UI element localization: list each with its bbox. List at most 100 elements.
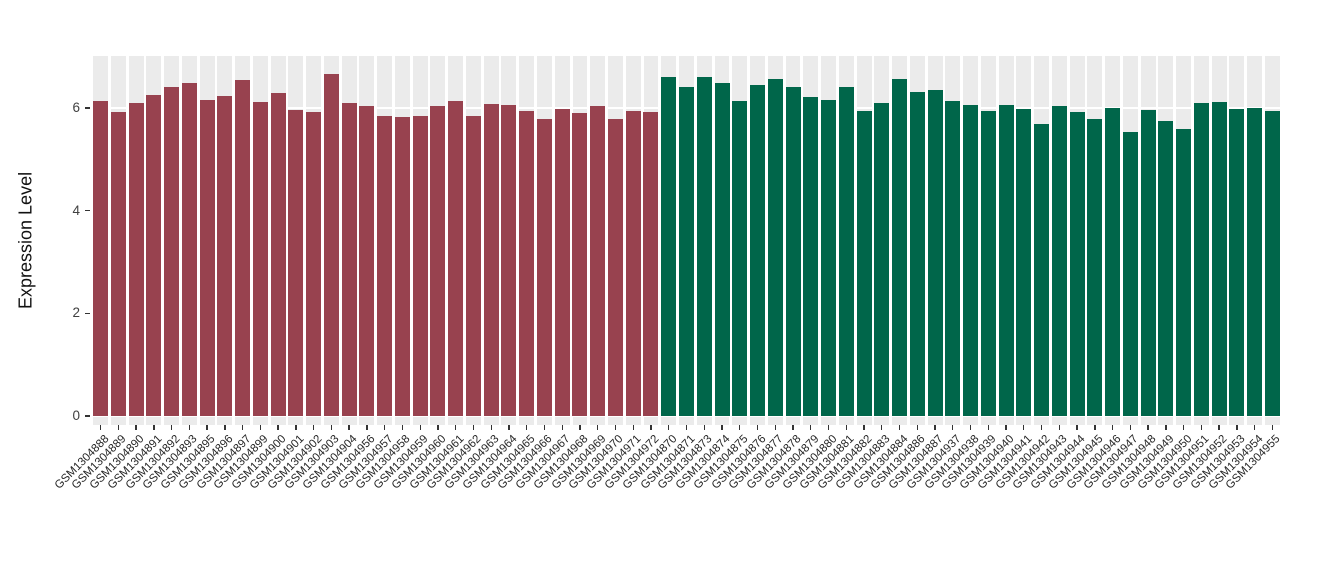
x-tick [916, 425, 918, 430]
x-tick [721, 425, 723, 430]
x-tick [934, 425, 936, 430]
x-tick [188, 425, 191, 430]
bar-GSM1304880 [821, 100, 837, 416]
x-tick [756, 425, 759, 430]
vertical-gridline [1262, 56, 1265, 425]
x-tick [650, 425, 652, 430]
bar-GSM1304948 [1140, 110, 1156, 416]
bar-GSM1304902 [306, 111, 322, 416]
x-tick [366, 425, 368, 430]
bar-GSM1304957 [377, 115, 393, 416]
bar-GSM1304943 [1051, 106, 1067, 416]
bar-GSM1304879 [803, 97, 819, 416]
vertical-gridline [729, 56, 733, 425]
vertical-gridline [747, 56, 751, 425]
x-tick [1165, 425, 1167, 430]
vertical-gridline [1102, 56, 1106, 425]
bar-GSM1304940 [998, 105, 1014, 416]
x-tick [969, 425, 972, 430]
x-tick [668, 425, 670, 430]
x-tick [277, 425, 279, 430]
bar-GSM1304899 [252, 101, 268, 416]
bar-GSM1304876 [750, 85, 765, 416]
vertical-gridline [764, 56, 768, 425]
bar-GSM1304884 [892, 79, 908, 416]
vertical-gridline [587, 56, 591, 425]
bar-GSM1304947 [1122, 131, 1138, 416]
vertical-gridline [907, 56, 910, 425]
x-tick [1129, 425, 1131, 430]
bar-GSM1304967 [554, 108, 570, 416]
bar-GSM1304961 [448, 101, 464, 416]
bar-GSM1304897 [235, 80, 251, 416]
x-tick [312, 425, 315, 430]
x-tick [490, 425, 492, 430]
bar-GSM1304942 [1034, 124, 1050, 416]
vertical-gridline [1155, 56, 1159, 425]
x-tick [153, 425, 155, 430]
bar-GSM1304960 [430, 106, 446, 416]
bar-GSM1304883 [874, 102, 890, 416]
vertical-gridline [480, 56, 484, 425]
vertical-gridline [196, 56, 200, 425]
bar-GSM1304971 [625, 110, 641, 416]
vertical-gridline [1084, 56, 1088, 425]
bar-GSM1304959 [412, 116, 428, 416]
x-tick [881, 425, 883, 430]
vertical-gridline [836, 56, 839, 425]
x-tick [1271, 425, 1274, 430]
y-tick [85, 312, 90, 315]
bar-GSM1304962 [465, 116, 481, 416]
plot-panel [90, 56, 1283, 425]
vertical-gridline [303, 56, 307, 425]
bar-GSM1304887 [927, 89, 943, 416]
bar-GSM1304938 [963, 105, 979, 416]
bar-GSM1304893 [181, 82, 197, 416]
x-tick [1253, 425, 1256, 430]
x-tick [508, 425, 510, 430]
bar-GSM1304881 [838, 87, 854, 416]
x-tick [863, 425, 865, 430]
x-tick [1005, 425, 1007, 430]
vertical-gridline [995, 56, 999, 425]
bar-GSM1304889 [110, 111, 126, 416]
vertical-gridline [1208, 56, 1212, 425]
x-tick [224, 425, 226, 430]
x-tick [1058, 425, 1060, 430]
vertical-gridline [960, 56, 964, 425]
x-tick [579, 425, 581, 430]
vertical-gridline [392, 56, 395, 425]
y-tick-label: 4 [72, 202, 80, 218]
x-tick [685, 425, 688, 430]
bar-GSM1304871 [679, 86, 694, 416]
bar-GSM1304939 [980, 110, 996, 416]
bar-GSM1304955 [1264, 111, 1280, 416]
x-tick [952, 425, 954, 430]
bar-GSM1304875 [732, 101, 748, 416]
vertical-gridline [569, 56, 573, 425]
bar-GSM1304877 [767, 79, 783, 416]
vertical-gridline [463, 56, 466, 425]
bar-GSM1304901 [288, 110, 304, 416]
vertical-gridline [179, 56, 182, 425]
bar-GSM1304964 [501, 105, 517, 416]
bar-GSM1304944 [1069, 111, 1085, 416]
x-tick [827, 425, 830, 430]
vertical-gridline [214, 56, 218, 425]
bar-GSM1304900 [270, 93, 286, 416]
vertical-gridline [108, 56, 111, 425]
x-tick [135, 425, 137, 430]
bar-GSM1304888 [93, 101, 109, 416]
bar-GSM1304878 [785, 87, 801, 416]
x-tick [1111, 425, 1114, 430]
bar-GSM1304950 [1176, 129, 1192, 416]
bar-GSM1304969 [590, 106, 606, 416]
vertical-gridline [1226, 56, 1230, 425]
vertical-gridline [1049, 56, 1052, 425]
vertical-gridline [1031, 56, 1035, 425]
bar-GSM1304904 [341, 103, 357, 416]
major-gridline [90, 415, 1283, 417]
bar-GSM1304895 [199, 99, 215, 416]
x-tick [543, 425, 546, 430]
bar-GSM1304886 [909, 92, 925, 416]
